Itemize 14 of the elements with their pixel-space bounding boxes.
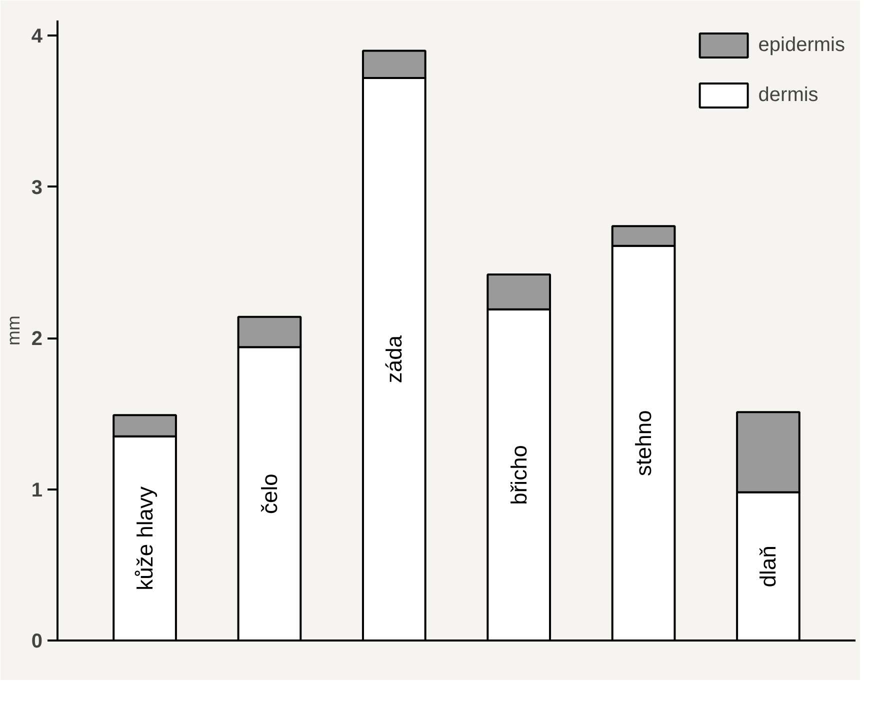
y-axis-title: mm <box>3 315 24 346</box>
y-tick-label: 0 <box>31 630 42 652</box>
y-tick-label: 2 <box>31 328 42 350</box>
x-tick-label: kůže hlavy <box>132 486 158 590</box>
legend-label: epidermis <box>758 34 845 56</box>
x-tick-label: dlaň <box>756 546 781 588</box>
x-tick-label: stehno <box>631 410 656 476</box>
y-tick-label: 4 <box>31 26 44 48</box>
y-tick-label: 3 <box>31 176 42 199</box>
x-tick-label: záda <box>382 334 407 384</box>
x-tick-label: břicho <box>506 444 532 505</box>
x-tick-label: čelo <box>256 474 282 514</box>
legend-label: dermis <box>758 84 818 106</box>
y-tick-label: 1 <box>31 479 42 502</box>
